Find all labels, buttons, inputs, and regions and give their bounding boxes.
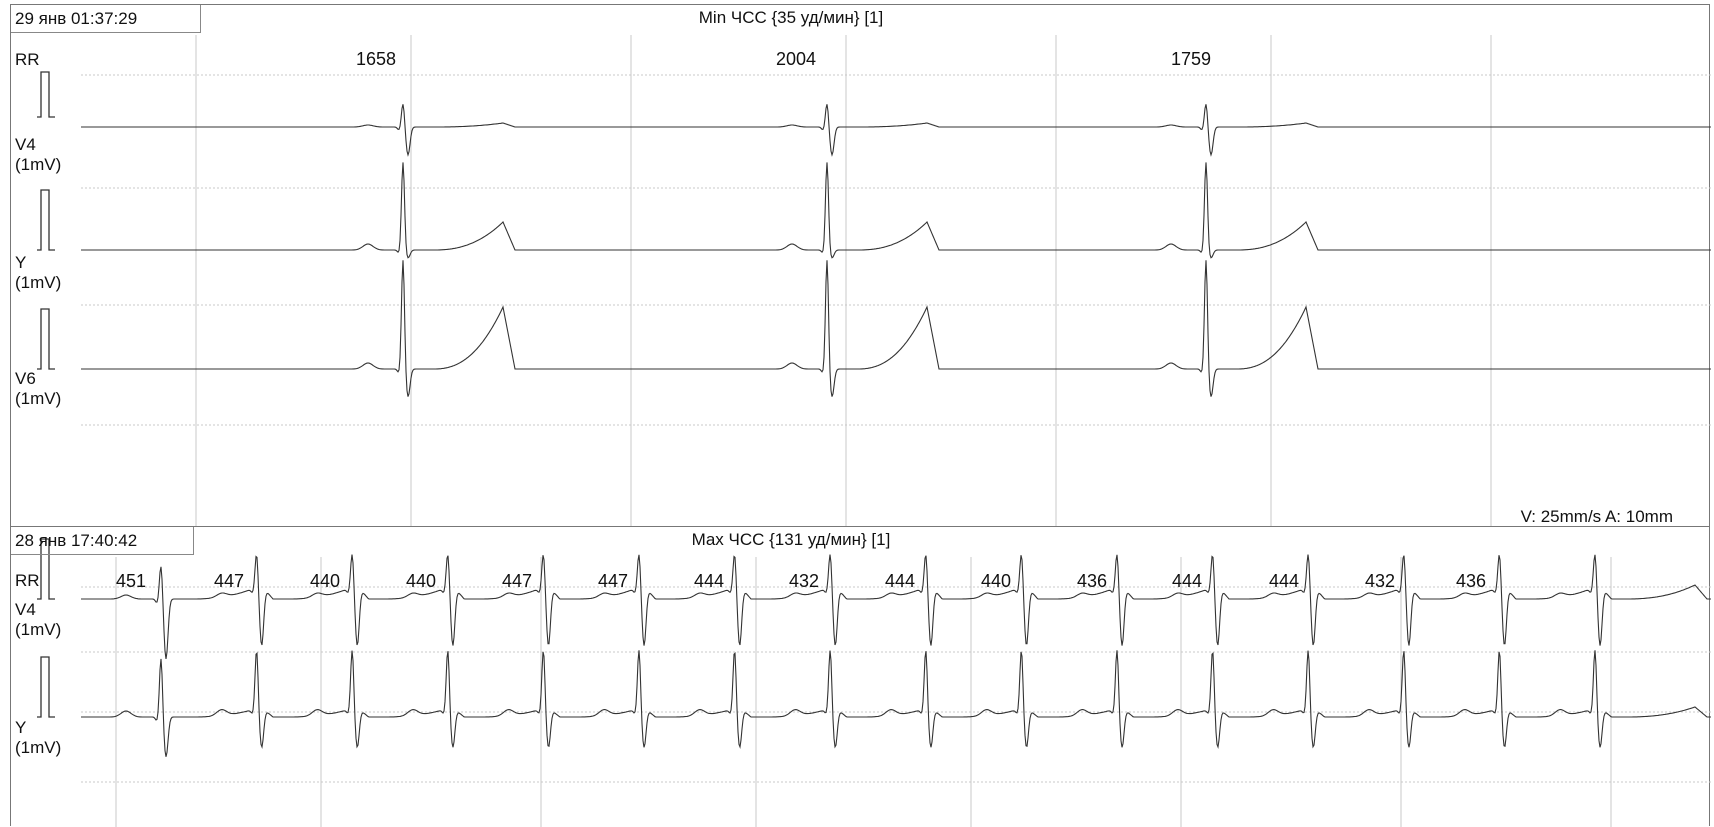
- lead-name: V4: [15, 600, 36, 619]
- lead-name: Y: [15, 718, 27, 737]
- lead-label-y: Y (1mV): [15, 253, 61, 293]
- lead-label-v6: V6 (1mV): [15, 369, 61, 409]
- max-hr-timestamp: 28 янв 17:40:42: [15, 531, 138, 550]
- lead-scale: (1mV): [15, 389, 62, 408]
- max-hr-title: Max ЧСС {131 уд/мин} [1]: [691, 530, 891, 549]
- ecg-trace-lead-v4: [81, 554, 1711, 659]
- lead-scale: (1mV): [15, 620, 62, 639]
- lead-label-v4: V4 (1mV): [15, 600, 61, 640]
- rr-interval-value: 432: [1364, 571, 1396, 591]
- rr-interval-value: 440: [980, 571, 1012, 591]
- calibration-pulse: [37, 189, 55, 251]
- calibration-pulse: [37, 308, 55, 370]
- rr-interval-value: 432: [788, 571, 820, 591]
- rr-interval-value: 444: [884, 571, 916, 591]
- rr-row-label: RR: [15, 50, 40, 69]
- lead-scale: (1mV): [15, 155, 62, 174]
- rr-interval-value: 447: [597, 571, 629, 591]
- timestamp-box: [11, 527, 194, 555]
- speed-amplitude-label: V: 25mm/s A: 10mm: [1520, 507, 1673, 526]
- rr-interval-value: 451: [115, 571, 147, 591]
- rr-interval-value: 447: [501, 571, 533, 591]
- rr-interval-value: 444: [693, 571, 725, 591]
- min-hr-timestamp: 29 янв 01:37:29: [15, 9, 138, 28]
- lead-label-v4: V4 (1mV): [15, 135, 61, 175]
- rr-interval-value: 2004: [775, 49, 817, 69]
- min-hr-ecg-traces: [37, 35, 1711, 529]
- rr-interval-value: 1658: [355, 49, 397, 69]
- min-hr-strip-panel[interactable]: 29 янв 01:37:29 Min ЧСС {35 уд/мин} [1] …: [10, 4, 1711, 529]
- ecg-trace-lead-y: [81, 162, 1711, 259]
- rr-interval-value: 444: [1171, 571, 1203, 591]
- ecg-trace-lead-v4: [81, 104, 1711, 157]
- rr-interval-value: 1759: [1170, 49, 1212, 69]
- max-hr-strip-panel[interactable]: 28 янв 17:40:42 Max ЧСС {131 уд/мин} [1]…: [10, 526, 1711, 827]
- lead-name: Y: [15, 253, 27, 272]
- rr-interval-value: 436: [1076, 571, 1108, 591]
- rr-interval-value: 440: [309, 571, 341, 591]
- lead-label-y: Y (1mV): [15, 718, 61, 758]
- lead-scale: (1mV): [15, 738, 62, 757]
- lead-name: V4: [15, 135, 36, 154]
- calibration-pulse: [37, 656, 55, 718]
- rr-interval-value: 447: [213, 571, 245, 591]
- rr-row-label: RR: [15, 571, 40, 590]
- max-hr-ecg-traces: [37, 538, 1711, 827]
- calibration-pulse: [37, 538, 55, 600]
- calibration-pulse: [37, 71, 55, 118]
- min-hr-title: Min ЧСС {35 уд/мин} [1]: [698, 8, 884, 27]
- lead-scale: (1mV): [15, 273, 62, 292]
- rr-interval-value: 436: [1455, 571, 1487, 591]
- rr-interval-value: 440: [405, 571, 437, 591]
- rr-interval-value: 444: [1268, 571, 1300, 591]
- ecg-trace-lead-v6: [81, 260, 1711, 397]
- lead-name: V6: [15, 369, 36, 388]
- ecg-trace-lead-y: [81, 650, 1711, 757]
- timestamp-box: [11, 5, 201, 33]
